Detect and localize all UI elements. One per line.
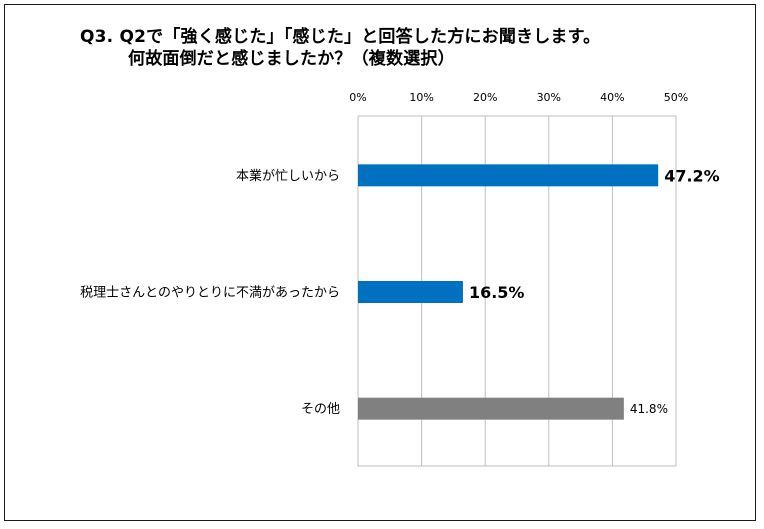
category-label-0: 本業が忙しいから <box>236 168 340 184</box>
bar-0 <box>358 164 659 187</box>
data-label-1: 16.5% <box>469 283 525 302</box>
tick-label-2: 20% <box>473 91 497 104</box>
data-label-2: 41.8% <box>630 402 668 416</box>
bar-1 <box>358 281 463 303</box>
category-label-1: 税理士さんとのやりとりに不満があったから <box>80 286 340 301</box>
chart-frame <box>4 4 756 521</box>
tick-label-1: 10% <box>409 91 433 104</box>
title-line-2: 何故面倒だと感じましたか？（複数選択） <box>128 49 455 69</box>
tick-label-4: 40% <box>600 91 624 104</box>
data-label-0: 47.2% <box>664 166 720 185</box>
tick-label-5: 50% <box>664 91 688 104</box>
bar-2 <box>358 397 624 420</box>
chart-title: Q3. Q2で「強く感じた」「感じた」と回答した方にお聞きします。 何故面倒だと… <box>80 26 600 70</box>
title-line-1: Q3. Q2で「強く感じた」「感じた」と回答した方にお聞きします。 <box>80 27 601 47</box>
tick-label-3: 30% <box>537 91 561 104</box>
tick-label-0: 0% <box>349 91 366 104</box>
category-label-2: その他 <box>301 402 340 417</box>
